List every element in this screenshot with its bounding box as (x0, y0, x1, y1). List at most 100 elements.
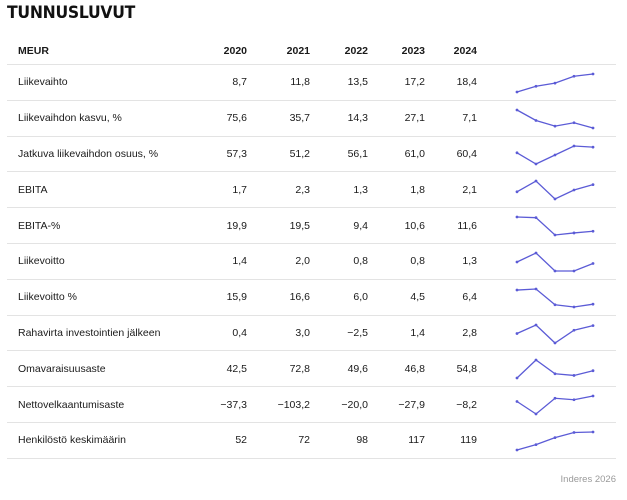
row-label: Omavaraisuusaste (18, 362, 106, 375)
row-value-2024: 54,8 (456, 362, 477, 375)
sparkline-point-2023 (572, 374, 576, 378)
sparkline-point-2021 (534, 118, 538, 122)
row-value-2024: 6,4 (462, 291, 477, 304)
sparkline-point-2021 (534, 287, 538, 291)
sparkline-point-2022 (553, 81, 557, 85)
sparkline-point-2022 (553, 197, 557, 201)
sparkline-point-2020 (515, 376, 519, 380)
row-value-2021: 35,7 (289, 112, 310, 125)
sparkline-point-2023 (572, 269, 576, 273)
row-value-2023: 10,6 (404, 219, 425, 232)
row-value-2022: 14,3 (347, 112, 368, 125)
sparkline-point-2021 (534, 251, 538, 255)
row-label: EBITA-% (18, 219, 61, 232)
sparkline-point-2023 (572, 328, 576, 332)
sparkline-point-2020 (515, 448, 519, 452)
row-value-2024: 119 (460, 434, 477, 447)
table-row: EBITA 1,7 2,3 1,3 1,8 2,1 (7, 172, 616, 209)
table-row: EBITA-% 19,9 19,5 9,4 10,6 11,6 (7, 208, 616, 244)
row-value-2023: 17,2 (404, 76, 425, 89)
row-value-2024: 2,1 (462, 183, 477, 196)
row-label: Liikevaihto (18, 76, 68, 89)
sparkline-point-2024 (591, 145, 595, 149)
sparkline-point-2021 (534, 84, 538, 88)
row-value-2023: 27,1 (404, 112, 425, 125)
row-value-2020: 19,9 (226, 219, 247, 232)
row-label: Liikevoitto (18, 255, 65, 268)
sparkline-line (516, 431, 594, 451)
row-sparkline (515, 358, 595, 380)
table-row: Liikevoitto 1,4 2,0 0,8 0,8 1,3 (7, 244, 616, 280)
row-value-2022: 0,8 (353, 255, 368, 268)
row-label: Henkilöstö keskimäärin (18, 434, 126, 447)
sparkline-point-2024 (591, 72, 595, 76)
sparkline-point-2022 (553, 124, 557, 128)
sparkline-point-2020 (515, 331, 519, 335)
sparkline-line (516, 180, 594, 201)
row-value-2024: −8,2 (456, 398, 477, 411)
row-value-2020: 75,6 (226, 112, 247, 125)
sparkline-point-2024 (591, 323, 595, 327)
header-year-2021: 2021 (286, 44, 310, 57)
row-value-2023: 61,0 (404, 147, 425, 160)
sparkline-point-2024 (591, 262, 595, 265)
table-row: Liikevaihdon kasvu, % 75,6 35,7 14,3 27,1 7,1 (7, 101, 616, 137)
sparkline-point-2022 (553, 341, 557, 344)
header-year-2023: 2023 (401, 44, 425, 57)
row-value-2024: 11,6 (457, 219, 477, 232)
row-value-2020: 0,4 (232, 326, 247, 339)
row-label: Liikevoitto % (18, 291, 77, 304)
row-label: Jatkuva liikevaihdon osuus, % (18, 147, 159, 160)
row-sparkline (515, 430, 595, 452)
row-value-2021: 72 (298, 434, 310, 447)
sparkline-point-2020 (515, 190, 519, 194)
row-value-2023: −27,9 (398, 398, 425, 411)
row-value-2023: 4,5 (410, 291, 425, 304)
row-value-2024: 60,4 (456, 147, 477, 160)
sparkline-point-2024 (591, 369, 595, 373)
row-value-2024: 7,1 (462, 112, 477, 125)
row-value-2022: 56,1 (347, 147, 368, 160)
sparkline-point-2023 (572, 231, 576, 235)
sparkline-point-2023 (572, 188, 576, 192)
row-value-2024: 18,4 (456, 76, 477, 89)
row-value-2021: 19,5 (289, 219, 310, 232)
row-value-2023: 46,8 (404, 362, 425, 375)
row-value-2023: 1,8 (410, 183, 425, 196)
sparkline-point-2021 (534, 162, 538, 165)
sparkline-point-2020 (515, 260, 519, 264)
table-row: Jatkuva liikevaihdon osuus, % 57,3 51,2 56,… (7, 137, 616, 173)
table-body: Liikevaihto 8,7 11,8 13,5 17,2 18,4 Liikevaihd… (7, 65, 616, 459)
row-value-2022: 6,0 (353, 291, 368, 304)
sparkline-point-2020 (515, 400, 519, 404)
sparkline-line (516, 323, 594, 344)
sparkline-point-2024 (591, 126, 595, 130)
table-header-row: MEUR 2020 2021 2022 2023 2024 (7, 37, 616, 65)
sparkline-point-2021 (534, 323, 538, 326)
sparkline-point-2023 (572, 398, 576, 402)
table-row: Rahavirta investointien jälkeen 0,4 3,0 −2,… (7, 316, 616, 352)
row-label: EBITA (18, 183, 48, 196)
sparkline-point-2022 (553, 372, 557, 376)
sparkline-point-2020 (515, 288, 519, 292)
sparkline-point-2023 (572, 144, 576, 147)
sparkline-point-2023 (572, 121, 576, 124)
row-value-2022: 98 (356, 434, 368, 447)
row-value-2024: 2,8 (462, 326, 477, 339)
sparkline-point-2023 (572, 74, 576, 78)
row-label: Rahavirta investointien jälkeen (18, 326, 161, 339)
key-figures-table: MEUR 2020 2021 2022 2023 2024 Liikevaiht… (7, 37, 616, 459)
row-sparkline (515, 144, 595, 165)
sparkline-point-2022 (553, 153, 557, 156)
sparkline-point-2024 (591, 394, 595, 398)
sparkline-point-2024 (591, 183, 595, 187)
sparkline-point-2023 (572, 431, 576, 434)
source-footer: Inderes 2026 (560, 474, 616, 485)
row-sparkline (515, 323, 595, 344)
row-value-2020: −37,3 (220, 398, 247, 411)
sparkline-point-2021 (534, 443, 538, 446)
table-row: Liikevoitto % 15,9 16,6 6,0 4,5 6,4 (7, 280, 616, 316)
row-sparkline (515, 394, 595, 416)
sparkline-point-2022 (553, 269, 557, 273)
row-value-2021: 51,2 (289, 147, 310, 160)
